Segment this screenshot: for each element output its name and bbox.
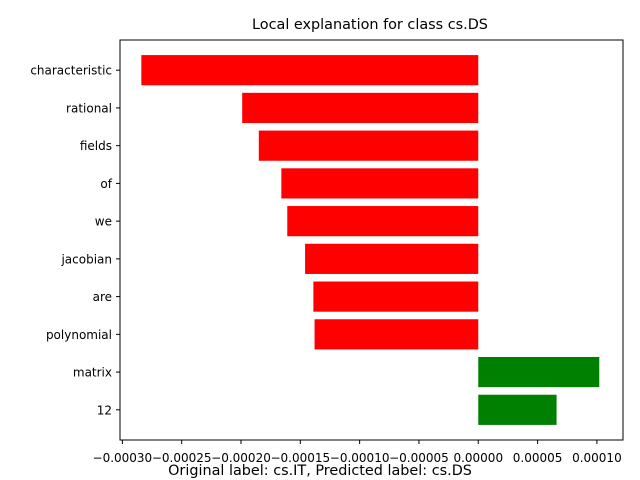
x-tick-label: 0.00005: [513, 451, 563, 465]
bar-fields: [258, 130, 479, 161]
x-axis: −0.00030 −0.00025 −0.00020 −0.00015 −0.00010…: [93, 440, 622, 465]
x-tick-label: 0.00000: [453, 451, 503, 465]
x-tick-label: −0.00005: [389, 451, 449, 465]
y-tick-label: characteristic: [30, 64, 112, 78]
bar-12: [478, 394, 557, 425]
x-tick-label: 0.00010: [572, 451, 622, 465]
bar-rational: [242, 92, 479, 124]
x-tick-label: −0.00010: [330, 451, 390, 465]
bar-jacobian: [305, 243, 479, 274]
bar-we: [287, 206, 479, 237]
bar-of: [281, 168, 479, 199]
bar-characteristic: [141, 55, 479, 86]
caption: Original label: cs.IT, Predicted label: …: [168, 463, 472, 479]
y-axis: characteristic rational fields of we jacobian…: [30, 64, 120, 417]
x-tick-label: −0.00030: [93, 451, 153, 465]
y-tick-label: we: [95, 215, 112, 229]
y-tick-label: matrix: [73, 366, 112, 380]
y-tick-label: jacobian: [60, 252, 112, 266]
x-tick-label: −0.00025: [152, 451, 212, 465]
y-tick-label: fields: [80, 139, 112, 153]
chart-title: Local explanation for class cs.DS: [252, 17, 488, 33]
x-tick-label: −0.00015: [270, 451, 330, 465]
plot-frame: [119, 39, 624, 441]
x-tick-label: −0.00020: [211, 451, 271, 465]
bar-are: [313, 281, 479, 312]
y-tick-label: polynomial: [46, 328, 112, 342]
bars: [141, 55, 600, 425]
y-tick-label: 12: [97, 403, 112, 417]
bar-polynomial: [314, 319, 479, 350]
y-tick-label: of: [100, 177, 112, 191]
y-tick-label: are: [93, 290, 112, 304]
bar-matrix: [478, 356, 600, 388]
y-tick-label: rational: [66, 101, 112, 115]
